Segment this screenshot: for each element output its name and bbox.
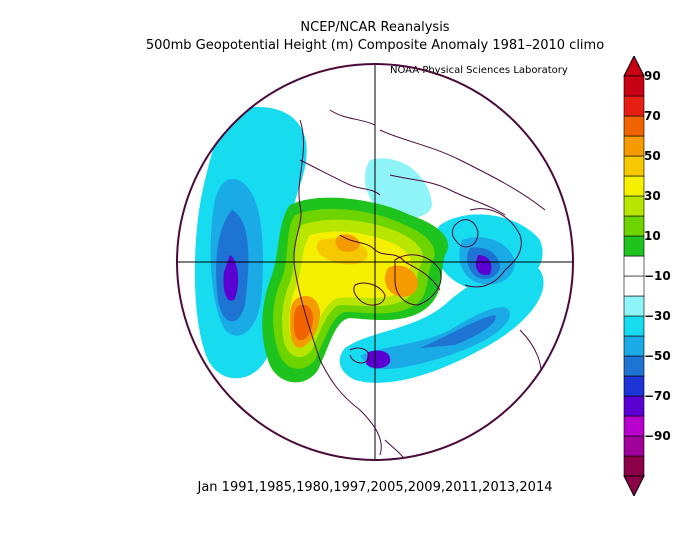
colorbar-cell bbox=[623, 255, 645, 277]
colorbar-label: 50 bbox=[644, 149, 661, 163]
coast-south-america bbox=[384, 439, 411, 460]
neg-contour-europe-peak bbox=[475, 255, 492, 276]
colorbar-cell bbox=[623, 315, 645, 337]
colorbar-cell bbox=[623, 395, 645, 417]
coast-hudson-bay bbox=[353, 282, 386, 306]
colorbar-label: 70 bbox=[644, 109, 661, 123]
colorbar-label: −50 bbox=[644, 349, 671, 363]
colorbar-cell bbox=[623, 455, 645, 477]
coast-greenland bbox=[394, 254, 442, 306]
colorbar-cells bbox=[623, 75, 645, 477]
chart-title: NCEP/NCAR Reanalysis bbox=[300, 20, 450, 35]
coast-north-america bbox=[293, 119, 382, 456]
colorbar-label: 90 bbox=[644, 69, 661, 83]
pos-contour-arctic-high bbox=[384, 265, 418, 297]
credit-label: NOAA Physical Sciences Laboratory bbox=[390, 65, 568, 76]
coast-east-asia bbox=[329, 109, 376, 126]
colorbar-cell bbox=[623, 95, 645, 117]
coastlines bbox=[293, 109, 546, 460]
colorbar-bottom-arrow bbox=[623, 475, 645, 496]
colorbar-cell bbox=[623, 335, 645, 357]
coast-europe bbox=[464, 208, 522, 288]
colorbar-cell bbox=[623, 115, 645, 137]
colorbar-label: 10 bbox=[644, 229, 661, 243]
colorbar-cell bbox=[623, 415, 645, 437]
colorbar-cell bbox=[623, 375, 645, 397]
coast-siberia bbox=[389, 174, 506, 216]
neg-contour-arctic bbox=[364, 158, 432, 219]
coast-canada-arctic bbox=[339, 234, 441, 291]
graticule bbox=[177, 64, 573, 460]
chart-subtitle: 500mb Geopotential Height (m) Composite … bbox=[145, 38, 605, 53]
colorbar-label: −70 bbox=[644, 389, 671, 403]
colorbar-label: −30 bbox=[644, 309, 671, 323]
colorbar-cell bbox=[623, 435, 645, 457]
colorbar-label: 30 bbox=[644, 189, 661, 203]
colorbar-cell bbox=[623, 275, 645, 297]
coast-asia bbox=[379, 129, 546, 211]
colorbar-cell bbox=[623, 175, 645, 197]
colorbar-top-arrow bbox=[623, 56, 645, 77]
colorbar-label: −90 bbox=[644, 429, 671, 443]
colorbar-cell bbox=[623, 215, 645, 237]
coast-africa bbox=[519, 329, 542, 386]
colorbar-label: −10 bbox=[644, 269, 671, 283]
anomaly-field bbox=[194, 106, 544, 383]
neg-contour-atlantic-inner bbox=[360, 307, 511, 370]
colorbar-cell bbox=[623, 75, 645, 97]
pos-contour-70 bbox=[293, 304, 314, 341]
coast-great-lakes bbox=[349, 347, 370, 364]
neg-contour-atlantic-ring bbox=[420, 315, 496, 348]
hemisphere-boundary bbox=[176, 63, 574, 461]
neg-contour-north-pacific-peak bbox=[223, 255, 239, 301]
coast-scandinavia bbox=[451, 219, 479, 248]
colorbar-cell bbox=[623, 135, 645, 157]
colorbar-cell bbox=[623, 355, 645, 377]
chart-footer: Jan 1991,1985,1980,1997,2005,2009,2011,2… bbox=[197, 480, 553, 495]
coast-alaska bbox=[299, 159, 381, 196]
polar-map bbox=[176, 63, 574, 461]
colorbar-cell bbox=[623, 235, 645, 257]
colorbar-cell bbox=[623, 295, 645, 317]
colorbar-cell bbox=[623, 155, 645, 177]
colorbar-cell bbox=[623, 195, 645, 217]
neg-contour-atlantic-core bbox=[366, 350, 391, 369]
colorbar bbox=[623, 56, 645, 496]
pos-contour-canada bbox=[335, 234, 360, 252]
